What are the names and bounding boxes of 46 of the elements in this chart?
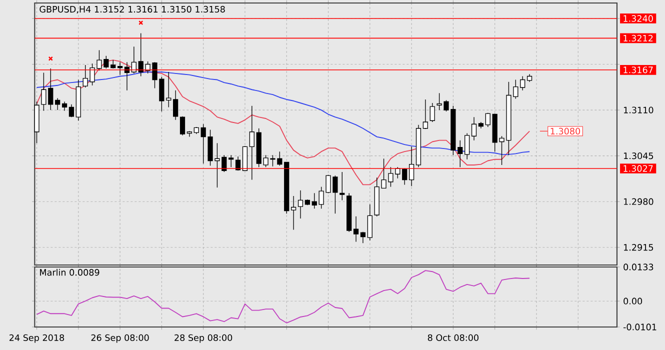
ref-line-label: 1.3212 (624, 34, 653, 42)
text: 1.3080 (550, 128, 580, 135)
y-tick-label: 1.3045 (624, 152, 654, 160)
x-tick-label: 28 Sep 08:00 (174, 334, 232, 343)
candlestick (62, 101, 68, 112)
candlestick (249, 105, 254, 180)
candlestick (173, 90, 178, 120)
y-tick-label: 0.0133 (624, 264, 654, 270)
candlestick (408, 146, 414, 186)
candlestick (485, 112, 490, 128)
y-tick-label: 0.00 (624, 298, 642, 304)
candlestick (520, 76, 526, 91)
y-tick-label: 1.2980 (624, 198, 654, 205)
candlestick (242, 146, 248, 171)
candlestick (367, 204, 372, 241)
ref-line-label: 1.3240 (624, 15, 653, 22)
chart-title: Marlin 0.0089 (40, 268, 100, 276)
chart-title: GBPUSD,H4 1.3152 1.3161 1.3150 1.3158 (40, 6, 225, 14)
candlestick (291, 196, 296, 230)
y-tick-label: 1.2915 (624, 244, 654, 251)
x-tick-label: 26 Sep 08:00 (91, 334, 149, 343)
candlestick (68, 104, 74, 118)
candlestick (422, 99, 428, 130)
candlestick (340, 172, 345, 201)
candlestick (228, 154, 234, 168)
candlestick (138, 32, 144, 77)
candlestick (458, 140, 463, 168)
candlestick (186, 130, 192, 138)
candlestick (55, 98, 60, 110)
ref-line-label: 1.3167 (624, 66, 653, 74)
y-tick-label: 1.3110 (624, 106, 654, 114)
candlestick (117, 62, 123, 76)
candlestick (166, 72, 172, 108)
candlestick (360, 232, 366, 244)
candlestick (430, 102, 435, 122)
candlestick (471, 116, 477, 141)
x-tick-label: 24 Sep 2018 (10, 334, 64, 343)
candlestick (464, 132, 470, 160)
ref-line-label: 1.3027 (624, 165, 653, 172)
candlestick (298, 190, 304, 219)
x-tick-label: 8 Oct 08:00 (428, 334, 478, 342)
candlestick (180, 116, 186, 136)
candlestick (402, 168, 408, 186)
y-tick-label: -0.0101 (623, 324, 656, 330)
candlestick (353, 216, 359, 242)
candlestick (312, 192, 317, 209)
